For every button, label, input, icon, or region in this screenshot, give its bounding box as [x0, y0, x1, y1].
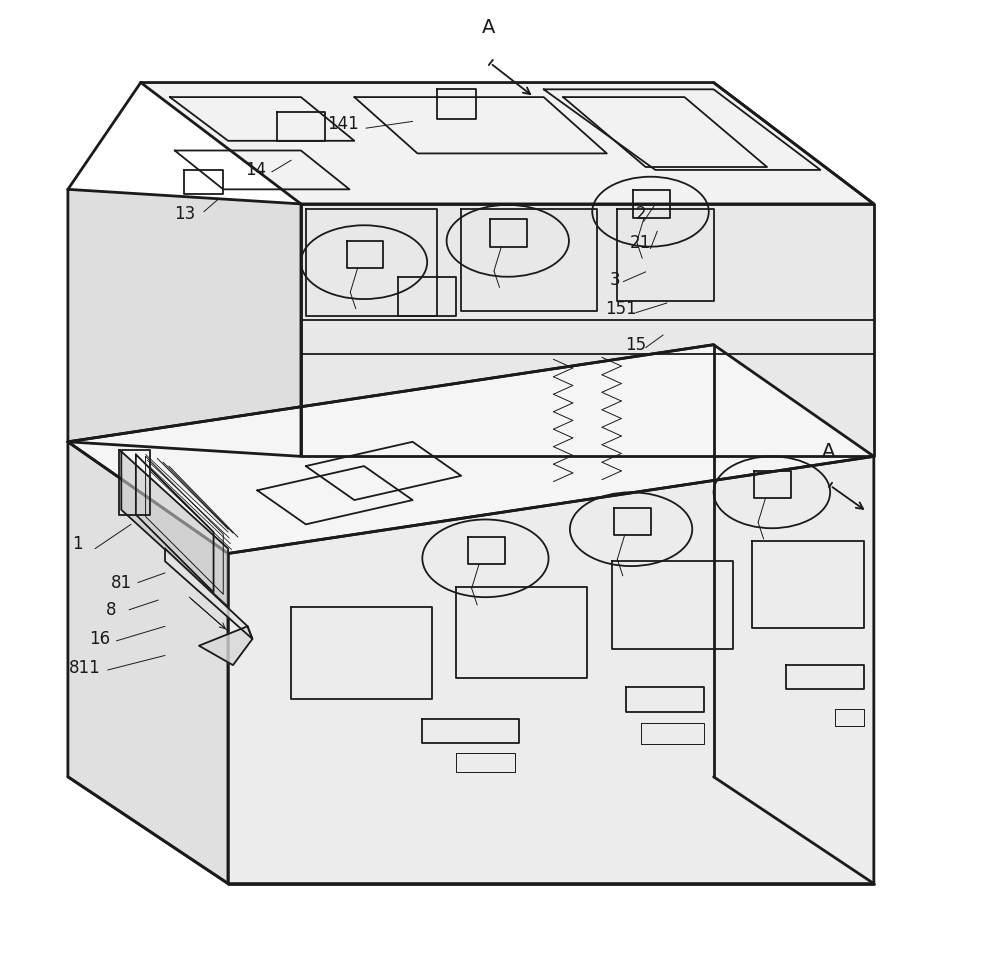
- Polygon shape: [121, 452, 228, 607]
- Text: 811: 811: [69, 659, 100, 677]
- Text: 81: 81: [111, 574, 132, 591]
- Text: 16: 16: [89, 630, 111, 648]
- Text: 21: 21: [630, 234, 651, 251]
- Polygon shape: [301, 204, 874, 456]
- Text: A: A: [822, 442, 835, 461]
- Polygon shape: [141, 83, 874, 204]
- Polygon shape: [68, 189, 301, 456]
- Polygon shape: [165, 549, 252, 639]
- Text: A: A: [482, 17, 495, 37]
- Text: 151: 151: [606, 300, 637, 318]
- Text: 14: 14: [245, 161, 266, 179]
- Text: 8: 8: [106, 601, 117, 619]
- Text: 13: 13: [174, 205, 195, 222]
- Text: 1: 1: [72, 535, 83, 552]
- Polygon shape: [199, 626, 252, 665]
- Polygon shape: [228, 456, 874, 884]
- Polygon shape: [68, 345, 874, 553]
- Text: 2: 2: [635, 205, 646, 222]
- Text: 3: 3: [609, 271, 620, 288]
- Polygon shape: [68, 442, 228, 884]
- Text: 15: 15: [625, 336, 647, 353]
- Text: 141: 141: [327, 116, 359, 133]
